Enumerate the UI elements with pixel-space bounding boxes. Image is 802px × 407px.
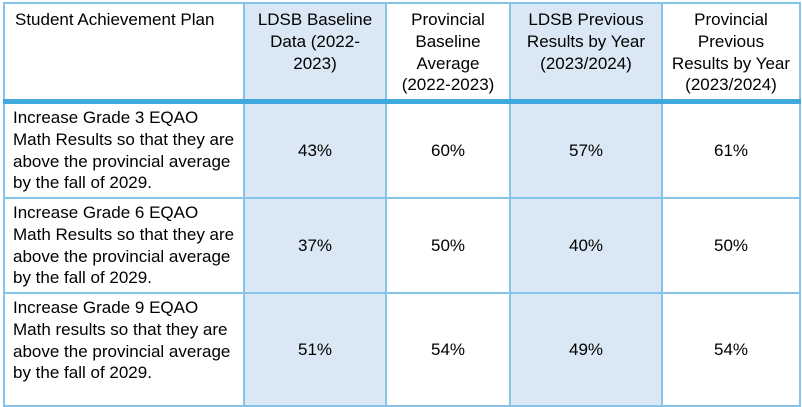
table-row-grade-3: Increase Grade 3 EQAO Math Results so th…	[3, 100, 801, 199]
header-cell-provincial-baseline-average: Provincial Baseline Average (2022-2023)	[385, 2, 511, 104]
header-cell-ldsb-previous-results: LDSB Previous Results by Year (2023/2024…	[509, 2, 663, 104]
table-row-grade-6: Increase Grade 6 EQAO Math Results so th…	[3, 197, 801, 294]
student-achievement-table: Student Achievement Plan LDSB Baseline D…	[3, 2, 801, 407]
header-cell-ldsb-baseline-data: LDSB Baseline Data (2022-2023)	[243, 2, 387, 104]
goal-cell-grade-3: Increase Grade 3 EQAO Math Results so th…	[3, 100, 245, 199]
value-cell: 49%	[509, 292, 663, 407]
value-cell: 51%	[243, 292, 387, 407]
header-cell-student-achievement-plan: Student Achievement Plan	[3, 2, 245, 104]
value-cell: 54%	[661, 292, 801, 407]
goal-cell-grade-9: Increase Grade 9 EQAO Math results so th…	[3, 292, 245, 407]
achievement-table-container: Student Achievement Plan LDSB Baseline D…	[3, 2, 801, 407]
goal-cell-grade-6: Increase Grade 6 EQAO Math Results so th…	[3, 197, 245, 294]
value-cell: 37%	[243, 197, 387, 294]
value-cell: 61%	[661, 100, 801, 199]
table-row-grade-9: Increase Grade 9 EQAO Math results so th…	[3, 292, 801, 407]
header-cell-provincial-previous-results: Provincial Previous Results by Year (202…	[661, 2, 801, 104]
value-cell: 43%	[243, 100, 387, 199]
value-cell: 60%	[385, 100, 511, 199]
value-cell: 40%	[509, 197, 663, 294]
value-cell: 54%	[385, 292, 511, 407]
value-cell: 50%	[385, 197, 511, 294]
value-cell: 57%	[509, 100, 663, 199]
value-cell: 50%	[661, 197, 801, 294]
table-header-row: Student Achievement Plan LDSB Baseline D…	[3, 2, 801, 104]
